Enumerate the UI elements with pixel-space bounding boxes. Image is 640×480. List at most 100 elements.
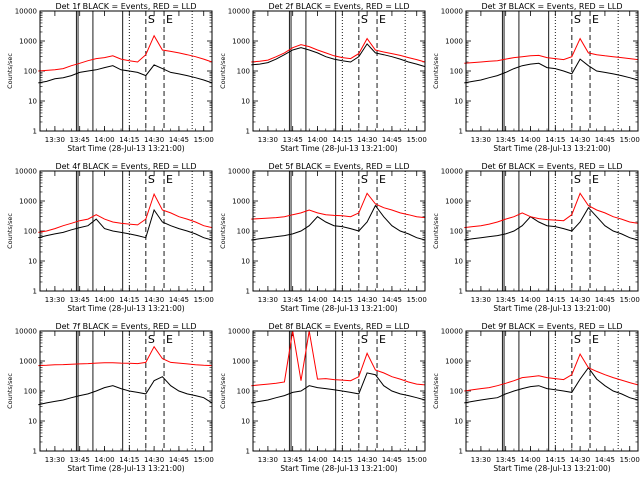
marker-label: S [574,173,581,186]
panel-5: Det 5f BLACK = Events, RED = LLD Counts/s… [219,162,427,313]
x-tick-label: 14:30 [570,296,590,304]
series-line-events [251,204,426,241]
y-tick-label: 1 [459,448,463,456]
x-tick-label: 15:00 [407,136,427,144]
y-axis-label: Counts/sec [432,373,440,409]
series-line-lld [38,34,213,72]
x-tick-label: 14:30 [570,136,590,144]
x-tick-label: 13:30 [258,136,278,144]
x-tick-label: 13:30 [258,456,278,464]
x-tick-label: 13:30 [471,456,491,464]
panel-title: Det 2f BLACK = Events, RED = LLD [268,2,409,11]
y-tick-label: 10 [241,258,250,266]
panel-frame [465,170,639,292]
x-tick-label: 14:15 [332,136,352,144]
y-axis-label: Counts/sec [6,373,14,409]
panel-title: Det 8f BLACK = Events, RED = LLD [268,322,409,331]
panel-frame [39,10,213,132]
marker-label: E [592,173,599,186]
y-tick-label: 10 [454,98,463,106]
panel-9: Det 9f BLACK = Events, RED = LLD Counts/s… [432,322,640,473]
y-tick-label: 10000 [441,168,463,176]
marker-label: E [592,13,599,26]
series-line-events [38,64,213,84]
x-tick-label: 14:00 [307,296,327,304]
panel-title: Det 7f BLACK = Events, RED = LLD [55,322,196,331]
y-tick-label: 1000 [232,358,250,366]
panel-title: Det 6f BLACK = Events, RED = LLD [481,162,622,171]
x-tick-label: 14:00 [307,456,327,464]
panel-frame [39,330,213,452]
x-tick-label: 14:30 [144,136,164,144]
series-line-lld [464,192,639,229]
panel-frame [39,170,213,292]
marker-label: E [379,13,386,26]
y-tick-label: 100 [237,228,250,236]
x-axis-label: Start Time (28-Jul-13 13:21:00) [67,464,184,473]
x-axis-label: Start Time (28-Jul-13 13:21:00) [493,304,610,313]
y-tick-label: 100 [450,68,463,76]
x-tick-label: 14:45 [382,456,402,464]
x-tick-label: 13:45 [496,296,516,304]
panel-3: Det 3f BLACK = Events, RED = LLD Counts/s… [432,2,640,153]
panel-2: Det 2f BLACK = Events, RED = LLD Counts/s… [219,2,427,153]
x-axis-label: Start Time (28-Jul-13 13:21:00) [280,304,397,313]
series-line-events [464,58,639,84]
y-tick-label: 100 [450,228,463,236]
marker-label: E [166,333,173,346]
x-axis-label: Start Time (28-Jul-13 13:21:00) [67,144,184,153]
y-tick-label: 1000 [19,38,37,46]
panel-8: Det 8f BLACK = Events, RED = LLD Counts/s… [219,322,427,473]
y-tick-label: 1 [33,288,37,296]
y-tick-label: 1000 [445,198,463,206]
x-tick-label: 13:45 [283,136,303,144]
x-tick-label: 15:00 [620,136,640,144]
y-tick-label: 10000 [15,168,37,176]
panel-1: Det 1f BLACK = Events, RED = LLD Counts/s… [6,2,214,153]
y-tick-label: 1 [246,448,250,456]
x-tick-label: 13:45 [496,456,516,464]
y-tick-label: 1 [459,288,463,296]
panel-frame [252,330,426,452]
series-line-lld [464,37,639,64]
y-tick-label: 100 [237,388,250,396]
y-tick-label: 1000 [232,38,250,46]
panel-frame [252,170,426,292]
y-axis-label: Counts/sec [6,53,14,89]
y-tick-label: 100 [24,228,37,236]
marker-label: E [379,173,386,186]
panel-4: Det 4f BLACK = Events, RED = LLD Counts/s… [6,162,214,313]
y-tick-label: 10000 [15,328,37,336]
marker-label: S [361,13,368,26]
series-line-lld [38,192,213,233]
y-tick-label: 100 [450,388,463,396]
x-tick-label: 13:45 [70,136,90,144]
panel-frame [252,10,426,132]
x-tick-label: 14:00 [520,296,540,304]
x-tick-label: 13:45 [70,296,90,304]
x-axis-label: Start Time (28-Jul-13 13:21:00) [280,464,397,473]
marker-label: E [379,333,386,346]
y-axis-label: Counts/sec [432,213,440,249]
y-tick-label: 100 [24,388,37,396]
x-tick-label: 15:00 [194,296,214,304]
marker-label: S [361,173,368,186]
y-tick-label: 1 [33,448,37,456]
series-line-events [251,372,426,404]
y-axis-label: Counts/sec [219,213,227,249]
x-tick-label: 14:15 [332,456,352,464]
y-tick-label: 10000 [441,8,463,16]
y-tick-label: 100 [237,68,250,76]
x-tick-label: 15:00 [407,456,427,464]
x-tick-label: 13:30 [258,296,278,304]
y-tick-label: 10000 [228,328,250,336]
series-line-events [38,376,213,406]
x-axis-label: Start Time (28-Jul-13 13:21:00) [493,144,610,153]
x-tick-label: 14:30 [144,296,164,304]
x-tick-label: 14:00 [94,136,114,144]
marker-label: S [148,173,155,186]
marker-label: S [148,333,155,346]
y-tick-label: 10 [28,98,37,106]
x-tick-label: 15:00 [620,296,640,304]
x-tick-label: 14:45 [595,136,615,144]
